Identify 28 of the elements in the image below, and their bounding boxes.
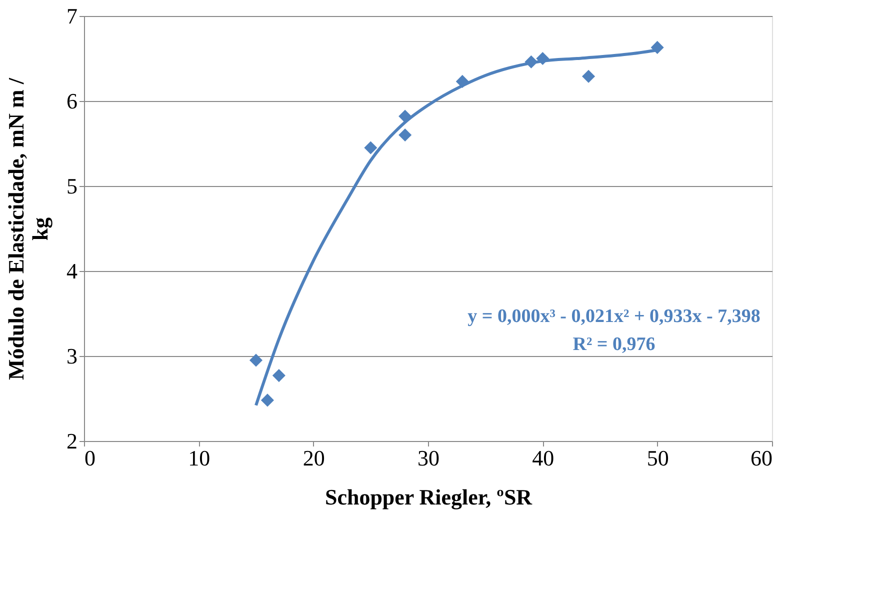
y-tick-label: 6 bbox=[66, 88, 78, 114]
point bbox=[650, 40, 664, 54]
x-tick-label: 40 bbox=[532, 446, 554, 470]
y-tick-label: 5 bbox=[66, 174, 78, 198]
point bbox=[249, 354, 263, 367]
x-tick-label: 60 bbox=[750, 446, 772, 470]
x-tick-label: 30 bbox=[418, 446, 440, 470]
y-tick-label: 7 bbox=[66, 4, 78, 28]
point bbox=[524, 55, 538, 68]
x-tick-label: 50 bbox=[646, 446, 669, 470]
point bbox=[260, 394, 274, 407]
point bbox=[536, 52, 550, 66]
point bbox=[272, 369, 286, 382]
y-tick-label: 4 bbox=[66, 258, 78, 284]
point bbox=[364, 141, 378, 154]
point bbox=[456, 74, 469, 88]
annotation: R² = 0,976 bbox=[572, 334, 656, 355]
point bbox=[582, 70, 596, 83]
y-axis-title: Módulo de Elasticidade, mN m / kg bbox=[4, 77, 52, 380]
point bbox=[398, 128, 412, 142]
annotation: y = 0,000x³ - 0,021x² + 0,933x - 7,398 bbox=[468, 306, 760, 327]
x-axis-title: Schopper Riegler, ºSR bbox=[324, 484, 534, 510]
point bbox=[398, 110, 412, 123]
x-tick-label: 0 bbox=[84, 446, 96, 470]
x-tick-label: 10 bbox=[188, 446, 210, 470]
x-tick-label: 20 bbox=[302, 446, 325, 470]
y-tick-label: 3 bbox=[66, 344, 78, 368]
y-tick-label: 2 bbox=[66, 428, 78, 454]
